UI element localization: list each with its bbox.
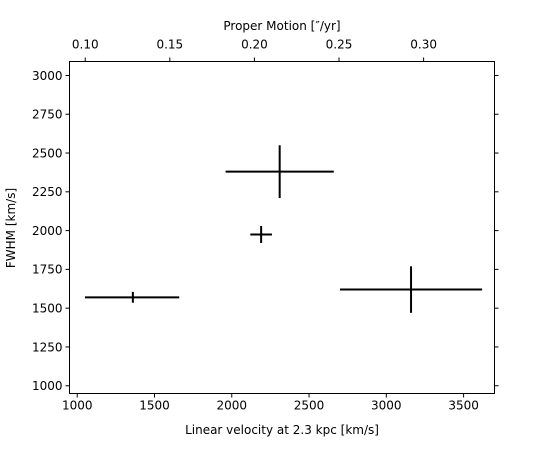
plot-area-frame	[69, 61, 495, 394]
x-axis-ticks: 1000 1500 2000 2500 3000 3500	[62, 393, 479, 413]
y-tick-label: 2250	[32, 185, 63, 199]
x-tick-label: 2000	[216, 399, 247, 413]
x-tick-label: 1000	[62, 399, 93, 413]
y-tick-label: 3000	[32, 69, 63, 83]
top-x-tick-label: 0.30	[410, 38, 437, 52]
top-x-axis-ticks: 0.10 0.15 0.20 0.25 0.30	[72, 38, 437, 62]
x-tick-label: 3500	[448, 399, 479, 413]
error-bars	[84, 145, 483, 313]
y-tick-label: 1500	[32, 301, 63, 315]
error-bar-point-4	[339, 266, 483, 313]
y-tick-label: 1000	[32, 379, 63, 393]
top-x-tick-label: 0.25	[326, 38, 353, 52]
y-axis-label: FWHM [km/s]	[4, 188, 18, 268]
y-tick-label: 1750	[32, 263, 63, 277]
top-x-tick-label: 0.15	[156, 38, 183, 52]
y-tick-label: 2500	[32, 146, 63, 160]
x-axis-label: Linear velocity at 2.3 kpc [km/s]	[185, 423, 379, 437]
y-axis-ticks: 1000 1250 1500 1750 2000 2250 2500 2750 3000	[32, 69, 499, 393]
y-tick-label: 2750	[32, 108, 63, 122]
x-tick-label: 3000	[371, 399, 402, 413]
y-tick-label: 2000	[32, 224, 63, 238]
top-x-tick-label: 0.20	[241, 38, 268, 52]
x-tick-label: 2500	[294, 399, 325, 413]
x-tick-label: 1500	[139, 399, 170, 413]
top-x-tick-label: 0.10	[72, 38, 99, 52]
error-bar-point-2	[225, 145, 334, 199]
error-bar-point-1	[84, 291, 180, 303]
y-tick-label: 1250	[32, 340, 63, 354]
top-x-axis-label: Proper Motion [″/yr]	[223, 19, 340, 33]
error-bar-point-3	[250, 225, 272, 244]
